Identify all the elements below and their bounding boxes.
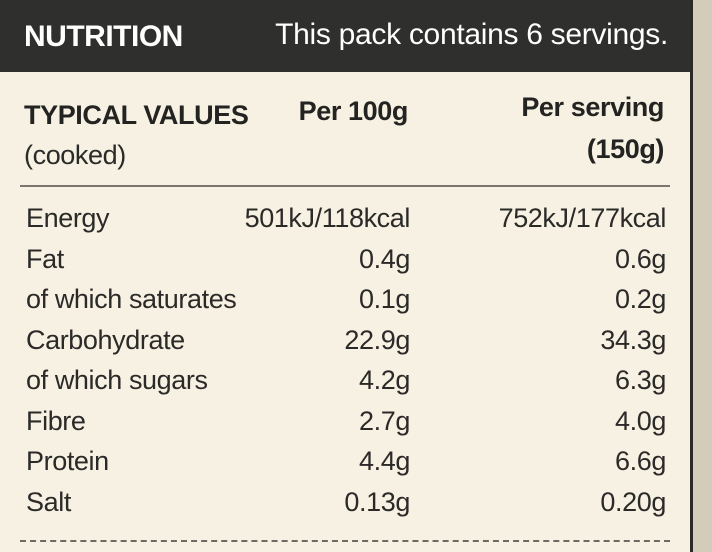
per-serving-value: 4.0g — [615, 405, 666, 436]
nutrient-name: Fat — [26, 243, 64, 274]
nutrient-name: of which saturates — [26, 284, 237, 314]
per-100g-value: 0.13g — [344, 486, 410, 517]
per-100g-value: 4.2g — [359, 365, 410, 395]
per-serving-value: 752kJ/177kcal — [498, 203, 667, 233]
nutrition-header: NUTRITION This pack contains 6 servings. — [0, 0, 690, 72]
nutrition-label: NUTRITION This pack contains 6 servings.… — [0, 0, 693, 552]
typical-values-subheading: (cooked) — [24, 140, 126, 170]
table-row: of which saturates 0.1g 0.2g — [24, 280, 666, 321]
per-100g-value: 4.4g — [359, 446, 410, 476]
nutrition-title: NUTRITION — [24, 20, 183, 53]
typical-values-heading: TYPICAL VALUES — [24, 100, 249, 130]
table-row: Protein 4.4g 6.6g — [24, 442, 666, 483]
per-serving-value: 0.20g — [600, 486, 666, 517]
header-divider — [20, 185, 670, 187]
per-serving-heading: Per serving — [521, 92, 664, 122]
package-edge — [693, 0, 712, 552]
table-row: Carbohydrate 22.9g 34.3g — [24, 321, 666, 362]
nutrient-table: Energy 501kJ/118kcal 752kJ/177kcal Fat 0… — [24, 199, 666, 523]
per-100g-value: 0.4g — [359, 243, 410, 274]
nutrient-name: Protein — [26, 446, 109, 476]
per-100g-heading: Per 100g — [298, 96, 409, 126]
per-serving-value: 6.3g — [615, 365, 666, 395]
table-row: Energy 501kJ/118kcal 752kJ/177kcal — [24, 199, 666, 240]
per-100g-value: 501kJ/118kcal — [244, 203, 411, 233]
per-serving-value: 0.6g — [615, 243, 666, 274]
per-serving-value: 6.6g — [615, 446, 666, 476]
servings-note: This pack contains 6 servings. — [275, 18, 668, 51]
per-serving-value: 0.2g — [615, 284, 666, 314]
table-row: Fibre 2.7g 4.0g — [24, 402, 666, 443]
table-row: Fat 0.4g 0.6g — [24, 240, 666, 281]
per-serving-subheading: (150g) — [586, 134, 665, 164]
per-100g-value: 0.1g — [359, 284, 410, 314]
per-serving-value: 34.3g — [600, 324, 666, 355]
nutrient-name: Energy — [26, 203, 110, 233]
nutrient-name: Fibre — [26, 405, 86, 436]
per-100g-value: 22.9g — [344, 324, 410, 355]
table-row: Salt 0.13g 0.20g — [24, 483, 666, 524]
per-100g-value: 2.7g — [359, 405, 410, 436]
table-row: of which sugars 4.2g 6.3g — [24, 361, 666, 402]
nutrient-name: of which sugars — [26, 365, 208, 395]
footer-divider — [20, 540, 670, 542]
nutrient-name: Carbohydrate — [26, 324, 185, 355]
nutrient-name: Salt — [26, 486, 71, 517]
